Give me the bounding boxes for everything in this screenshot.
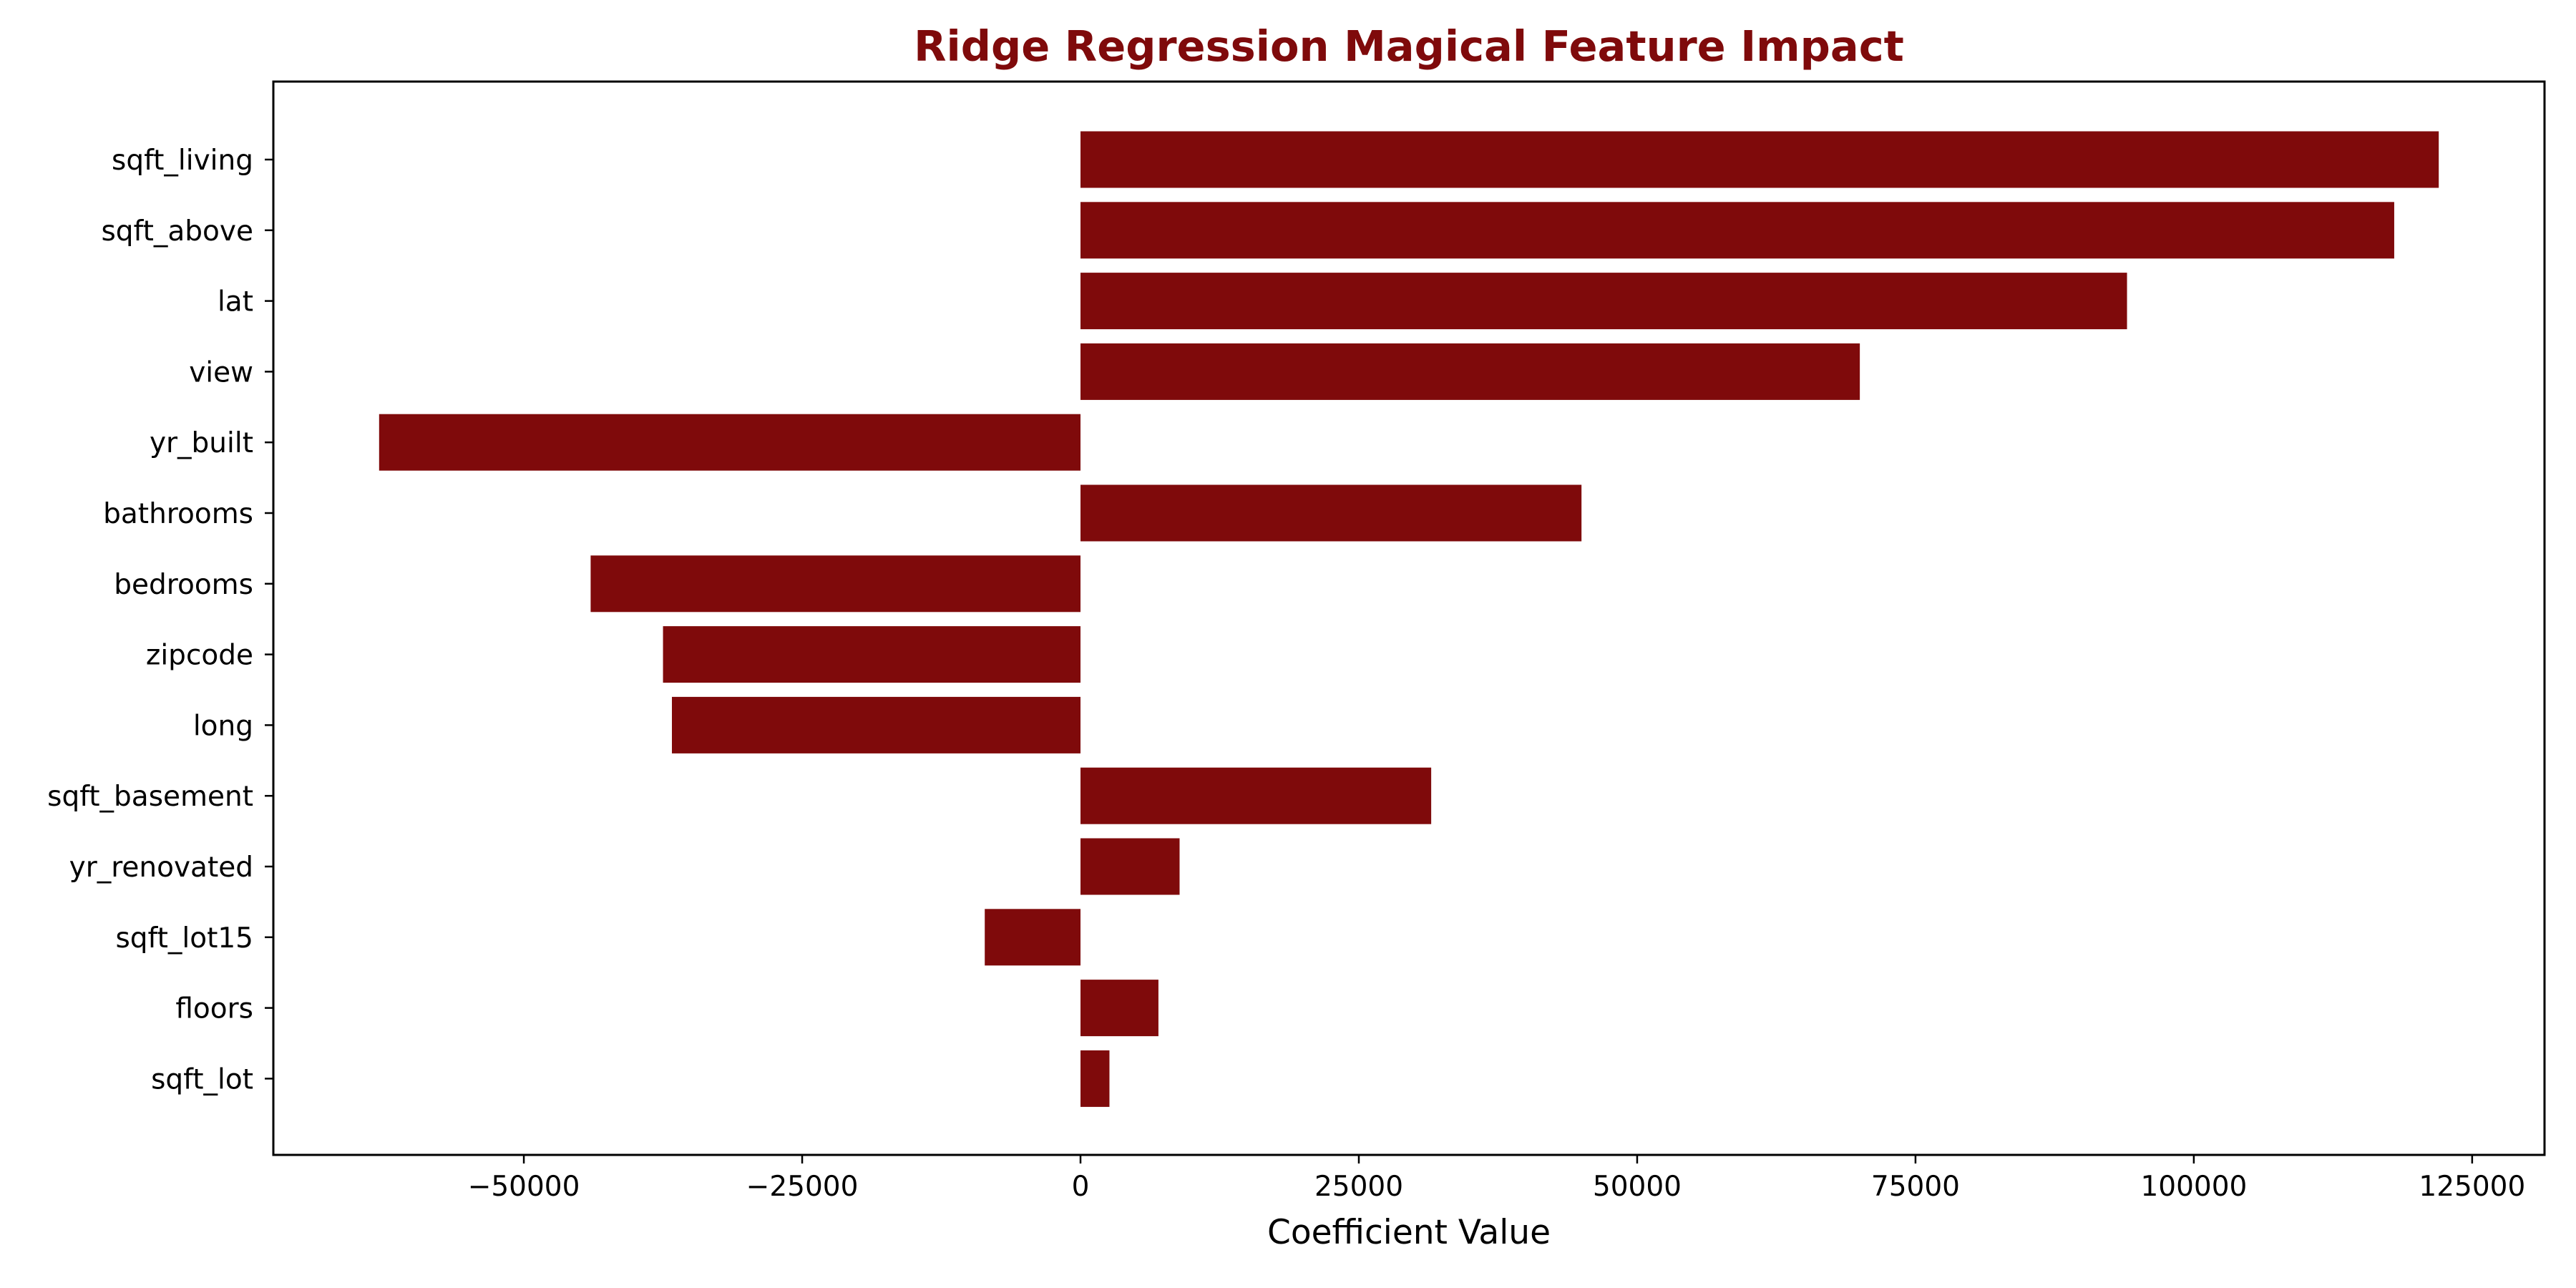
y-tick-label: sqft_lot bbox=[151, 1063, 253, 1096]
bar-view bbox=[1080, 343, 1860, 400]
bar-long bbox=[672, 696, 1081, 753]
y-tick-label: long bbox=[193, 710, 253, 742]
x-tick-label: 50000 bbox=[1593, 1171, 1682, 1203]
bar-yr-renovated bbox=[1080, 838, 1180, 895]
bar-sqft-lot15 bbox=[985, 909, 1081, 966]
bar-zipcode bbox=[663, 626, 1081, 683]
bars-layer bbox=[379, 131, 2439, 1107]
chart-title: Ridge Regression Magical Feature Impact bbox=[914, 21, 1904, 71]
x-tick-label: 25000 bbox=[1314, 1171, 1403, 1203]
bar-lat bbox=[1080, 273, 2127, 330]
x-tick-label: 0 bbox=[1072, 1171, 1090, 1203]
x-tick-label: −25000 bbox=[746, 1171, 859, 1203]
bar-bedrooms bbox=[590, 555, 1081, 613]
bar-bathrooms bbox=[1080, 484, 1582, 542]
y-tick-label: sqft_basement bbox=[47, 781, 253, 813]
bar-sqft-basement bbox=[1080, 767, 1432, 824]
x-axis-label: Coefficient Value bbox=[1267, 1213, 1551, 1252]
y-tick-label: yr_built bbox=[150, 427, 253, 459]
y-tick-label: yr_renovated bbox=[69, 852, 253, 884]
x-tick-label: 125000 bbox=[2419, 1171, 2525, 1203]
y-tick-label: bedrooms bbox=[114, 569, 253, 601]
bar-sqft-living bbox=[1080, 131, 2439, 188]
y-tick-label: sqft_lot15 bbox=[115, 922, 253, 955]
x-axis: −50000 −25000 0 25000 50000 75000 100000 125000 bbox=[468, 1155, 2525, 1203]
y-tick-label: bathrooms bbox=[103, 498, 253, 530]
x-tick-label: 100000 bbox=[2140, 1171, 2247, 1203]
bar-floors bbox=[1080, 980, 1158, 1037]
plot-frame bbox=[272, 80, 2546, 1156]
bar-yr-built bbox=[379, 414, 1081, 471]
y-tick-label: sqft_living bbox=[112, 145, 253, 177]
y-tick-label: floors bbox=[175, 993, 253, 1025]
x-tick-label: 75000 bbox=[1871, 1171, 1960, 1203]
bar-sqft-lot bbox=[1080, 1050, 1110, 1107]
y-tick-label: zipcode bbox=[146, 640, 253, 672]
bar-sqft-above bbox=[1080, 202, 2394, 259]
y-tick-label: view bbox=[189, 356, 253, 389]
x-tick-label: −50000 bbox=[468, 1171, 580, 1203]
y-tick-label: lat bbox=[218, 286, 253, 318]
y-tick-label: sqft_above bbox=[101, 215, 253, 248]
